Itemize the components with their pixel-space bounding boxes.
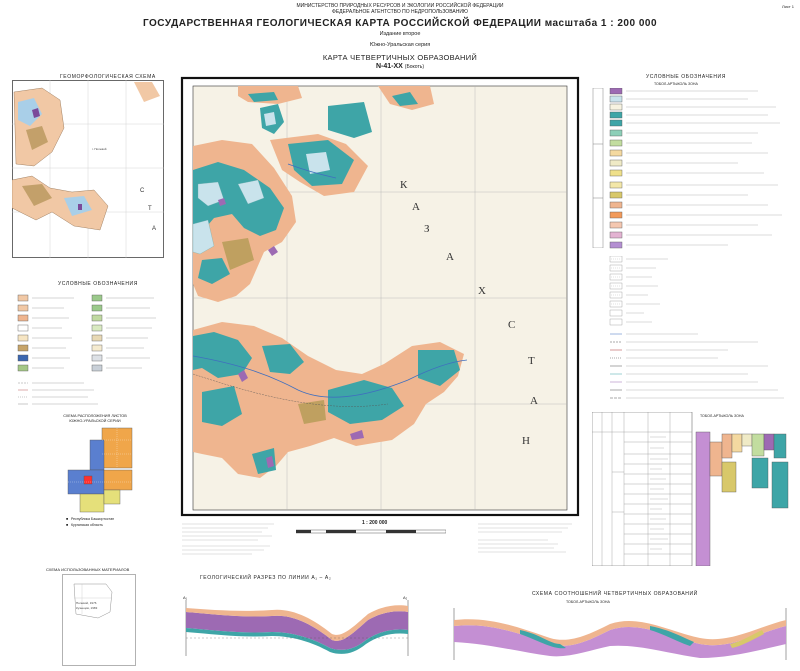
stratigraphic-table (592, 412, 789, 566)
quaternary-relations-scheme (453, 608, 787, 660)
map-title: ГОСУДАРСТВЕННАЯ ГЕОЛОГИЧЕСКАЯ КАРТА РОСС… (142, 18, 658, 29)
imprint-left (182, 523, 274, 555)
country-letter: С (508, 319, 515, 331)
sheet-suffix: (Бокоть) (404, 64, 424, 70)
sheet-code: N-41-XX (376, 63, 403, 70)
svg-text:Полевой, 1976: Полевой, 1976 (76, 601, 97, 605)
sheet-scheme-title: СХЕМА РАСПОЛОЖЕНИЯ ЛИСТОВ ЮЖНО-УРАЛЬСКОЙ… (63, 414, 127, 423)
svg-text:Республика Башкортостан: Республика Башкортостан (71, 517, 114, 521)
map-name: КАРТА ЧЕТВЕРТИЧНЫХ ОБРАЗОВАНИЙ (322, 53, 478, 62)
geomorph-title: ГЕОМОРФОЛОГИЧЕСКАЯ СХЕМА (60, 74, 156, 80)
svg-text:■: ■ (66, 523, 68, 527)
geomorph-legend (17, 294, 156, 405)
country-letter: Х (478, 285, 486, 297)
country-letter: А (446, 251, 454, 263)
lithology-legend (609, 256, 784, 399)
country-letter: Н (522, 435, 530, 447)
scale-bar (296, 529, 446, 534)
svg-text:С: С (140, 188, 145, 194)
svg-text:г. Полевой: г. Полевой (92, 147, 107, 151)
country-letter: З (424, 223, 430, 235)
imprint-right (478, 523, 572, 553)
section1-title: ГЕОЛОГИЧЕСКИЙ РАЗРЕЗ ПО ЛИНИИ А₁ – А₂ (200, 575, 332, 581)
ministry-line-2: ФЕДЕРАЛЬНОЕ АГЕНТСТВО ПО НЕДРОПОЛЬЗОВАНИ… (332, 9, 468, 15)
sheet-number: N-41-XX (Бокоть) (0, 63, 800, 70)
ministry-line: МИНИСТЕРСТВО ПРИРОДНЫХ РЕСУРСОВ И ЭКОЛОГ… (0, 3, 800, 15)
geomorph-legend-title: УСЛОВНЫЕ ОБОЗНАЧЕНИЯ (58, 281, 138, 287)
legend-age-column (592, 88, 604, 248)
sheet-corner-label: Лист 1 (781, 4, 794, 9)
legend-units (609, 88, 782, 249)
svg-text:Т: Т (148, 206, 152, 212)
zone-title: ТОБОЛ-АРТЫКОЛЬ ЗОНА (654, 82, 698, 86)
section2-zone: ТОБОЛ-АРТЫКОЛЬ ЗОНА (566, 600, 610, 604)
cross-section-a1-a2: А₁ А₂ (183, 595, 409, 656)
quaternary-map: К А З А Х С Т А Н (178, 74, 582, 519)
svg-text:Курганская область: Курганская область (71, 523, 103, 527)
section-label-a1: А₁ (183, 595, 188, 600)
country-letter: К (400, 179, 408, 191)
strat-title: ТОБОЛ-АРТЫКОЛЬ ЗОНА (700, 414, 744, 418)
materials-title: СХЕМА ИСПОЛЬЗОВАННЫХ МАТЕРИАЛОВ (46, 567, 130, 572)
right-legend-title: УСЛОВНЫЕ ОБОЗНАЧЕНИЯ (646, 74, 726, 80)
country-letter: А (412, 201, 420, 213)
geomorph-scheme-map: г. Полевой С Т А (12, 80, 164, 258)
section2-title: СХЕМА СООТНОШЕНИЙ ЧЕТВЕРТИЧНЫХ ОБРАЗОВАН… (532, 591, 698, 597)
country-letter: Т (528, 355, 535, 367)
ministry-line-1: МИНИСТЕРСТВО ПРИРОДНЫХ РЕСУРСОВ И ЭКОЛОГ… (296, 3, 504, 9)
series-label: Южно-Уральская серия (369, 42, 431, 48)
map-scale: 1 : 200 000 (362, 520, 388, 526)
svg-text:А: А (152, 226, 156, 232)
sheet-layout-scheme: ■ Республика Башкортостан ■ Курганская обл… (62, 426, 134, 530)
svg-text:■: ■ (66, 517, 68, 521)
section-label-a2: А₂ (403, 595, 408, 600)
country-letter: А (530, 395, 538, 407)
edition-label: Издание второе (379, 31, 421, 37)
materials-scheme: Полевой, 1976 Кузнецов, 1983 (62, 574, 136, 666)
svg-text:Кузнецов, 1983: Кузнецов, 1983 (76, 606, 98, 610)
